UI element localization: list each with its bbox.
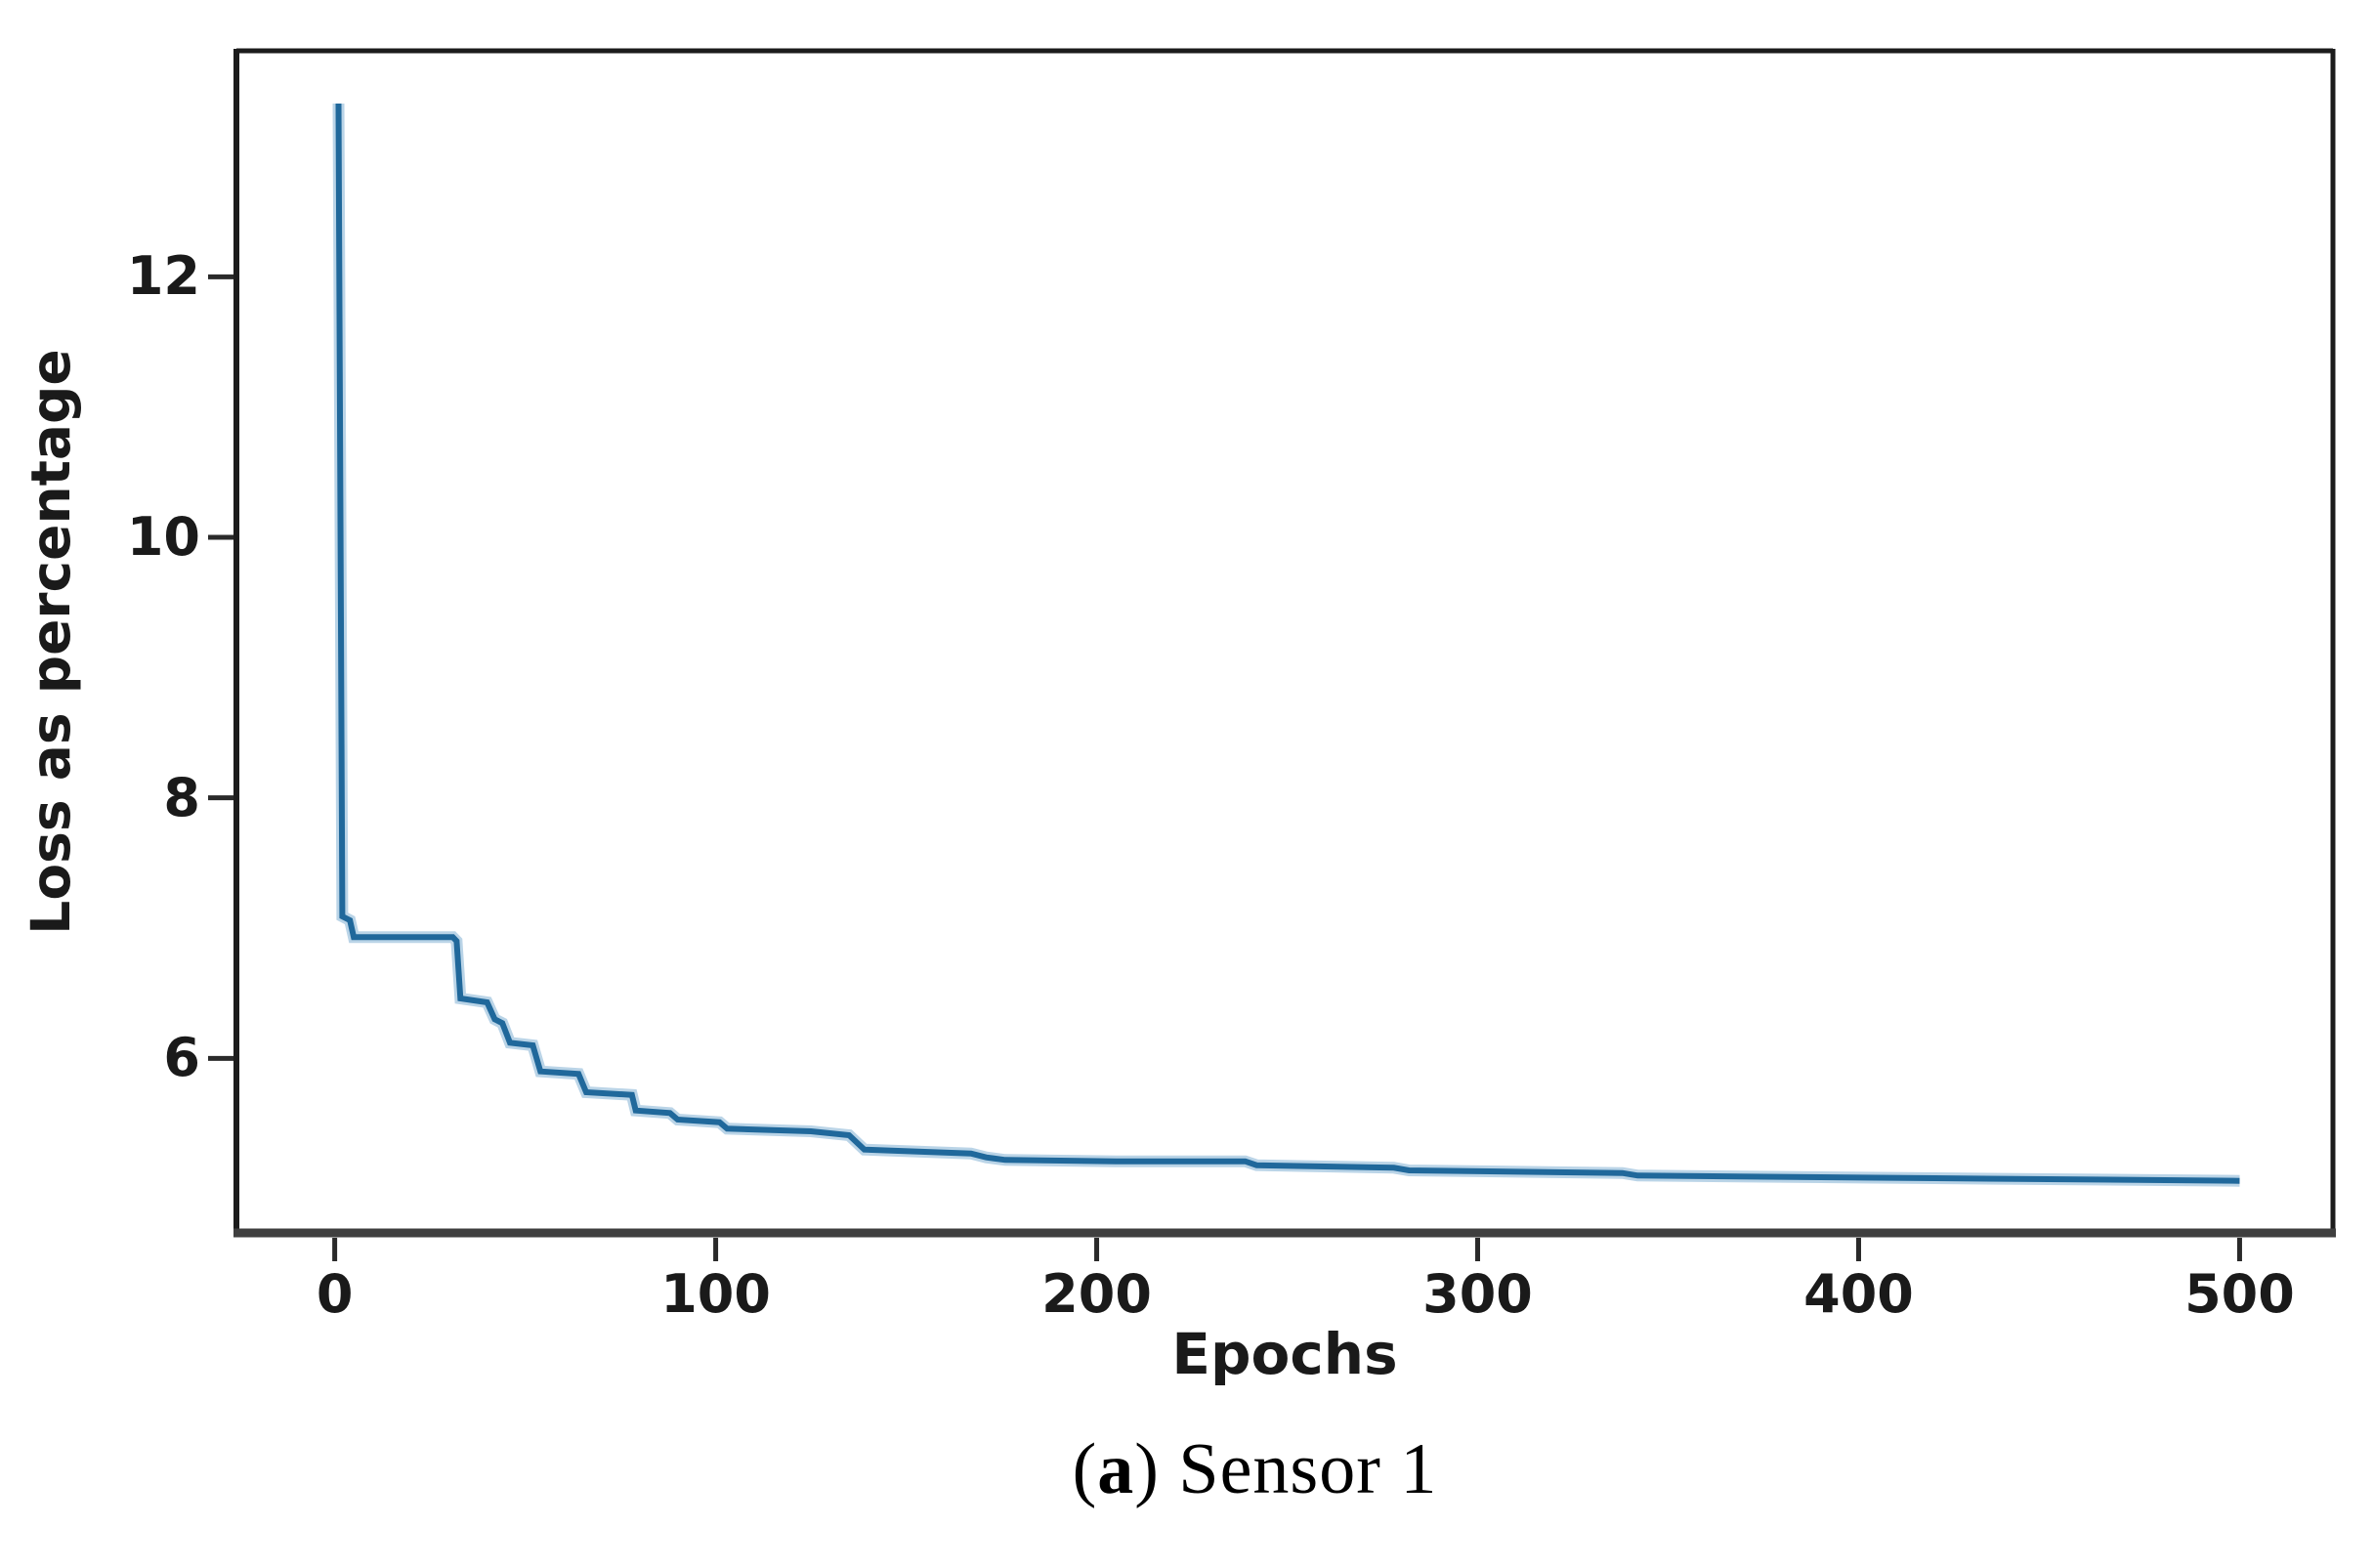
loss-line [335,103,2240,1184]
x-tick-label: 0 [316,1263,354,1325]
x-axis-label: Epochs [1171,1321,1398,1387]
y-axis-label: Loss as percentage [20,349,82,935]
y-tick-label: 10 [126,506,200,568]
loss-line-halo [332,103,2240,1187]
caption-letter: a [1097,1429,1135,1509]
y-tick-label: 12 [126,245,200,308]
x-tick-label: 100 [660,1263,771,1325]
y-tick-label: 6 [163,1027,200,1089]
x-tick-label: 400 [1803,1263,1914,1325]
x-tick-label: 200 [1041,1263,1152,1325]
x-tick-label: 300 [1422,1263,1533,1325]
caption-text: ) Sensor 1 [1134,1429,1438,1509]
tick-marks [208,274,2242,1261]
y-tick-label: 8 [163,766,200,828]
x-tick-label: 500 [2184,1263,2295,1325]
caption-open-paren: ( [1072,1429,1098,1509]
figure-caption: (a) Sensor 1 [0,1428,2373,1511]
